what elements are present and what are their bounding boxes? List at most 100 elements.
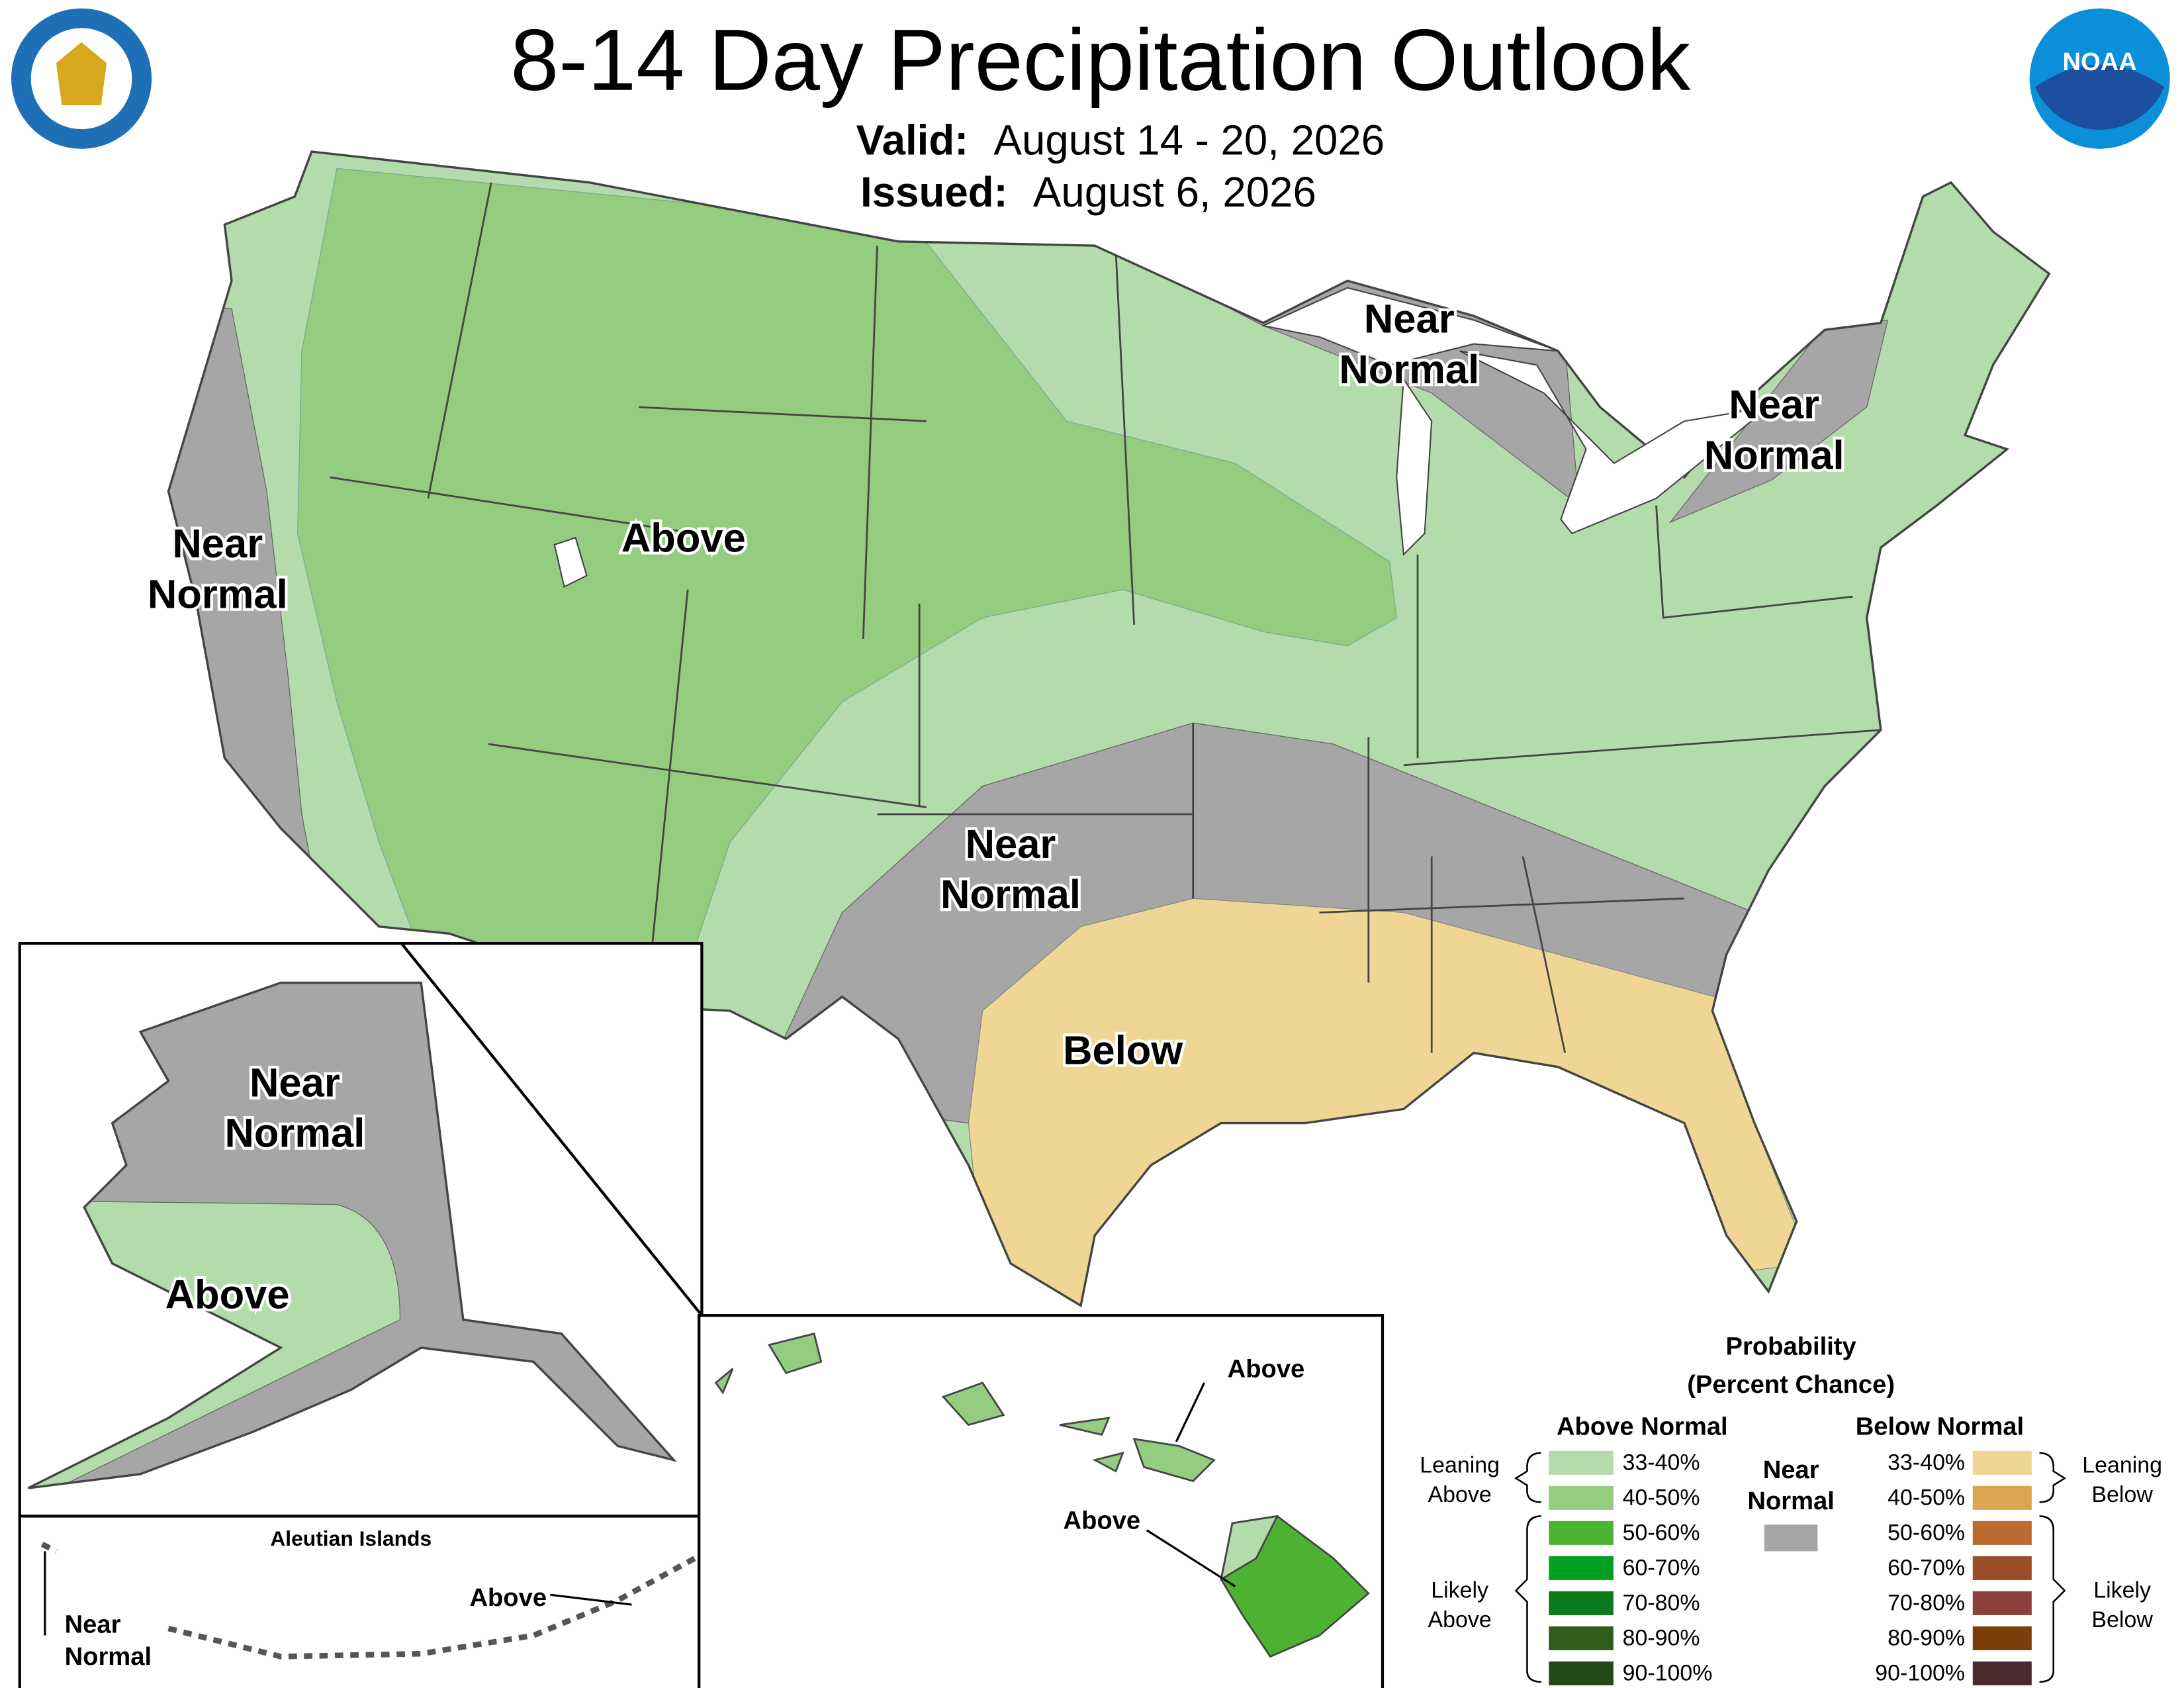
region-label-line: Normal (1339, 347, 1479, 393)
region-label-line: Normal (940, 872, 1081, 917)
noaa-text: NOAA (2063, 48, 2137, 76)
region-label-line: Near (250, 1060, 340, 1105)
legend-above-title: Above Normal (1557, 1412, 1728, 1440)
legend-group-line: Leaning (1420, 1453, 1500, 1478)
legend-swatch (1971, 1449, 2033, 1476)
aleutian-leaders (44, 1551, 632, 1636)
legend-swatch (1547, 1660, 1615, 1687)
legend-swatch (1971, 1624, 2033, 1652)
legend-range: 50-60% (1623, 1520, 1700, 1545)
legend-range: 40-50% (1623, 1485, 1700, 1510)
state-lines (330, 182, 1881, 1053)
great-salt-lake (553, 536, 588, 588)
legend-group-line: Leaning (2082, 1453, 2162, 1478)
legend-range: 90-100% (1875, 1661, 1965, 1686)
seal-emblem (56, 42, 107, 106)
region-label-line: Below (1063, 1028, 1183, 1074)
legend-group: Likely Above (1428, 1577, 1492, 1632)
legend-group: Leaning Above (1420, 1453, 1500, 1508)
region-near-normal-west (168, 280, 326, 941)
legend-below-title: Below Normal (1856, 1412, 2024, 1440)
region-label-line: Near (172, 521, 263, 567)
legend-range: 70-80% (1888, 1591, 1965, 1616)
legend-range: 60-70% (1888, 1555, 1965, 1580)
legend-title-line: Probability (1726, 1333, 1857, 1361)
legend-range: 33-40% (1888, 1450, 1965, 1475)
region-near-normal-northeast (1668, 319, 1889, 524)
noaa-wave (2035, 64, 2165, 130)
region-label-line: Near (1364, 297, 1455, 342)
aleutian-title: Aleutian Islands (270, 1526, 432, 1550)
aleutian-inset (18, 1515, 704, 1688)
legend-group: Likely Below (2091, 1577, 2153, 1632)
region-above-40-50 (297, 167, 1397, 1011)
alaska-outline (27, 981, 677, 1489)
region-label-line: Near (966, 821, 1056, 867)
legend-near-label-line: Near (1763, 1456, 1819, 1484)
region-label: Near Normal (224, 1060, 365, 1156)
legend-swatch (1547, 1554, 1615, 1582)
legend-range: 33-40% (1623, 1450, 1700, 1475)
legend-swatch (1971, 1519, 2033, 1547)
small-label-line: Normal (65, 1642, 152, 1671)
legend-near-label: Near Normal (1747, 1456, 1834, 1515)
small-label: Near Normal (65, 1610, 152, 1671)
region-label: Near Normal (148, 521, 288, 617)
legend-range: 60-70% (1623, 1555, 1700, 1580)
legend-group: Leaning Below (2082, 1453, 2162, 1508)
legend-near-label-line: Normal (1747, 1487, 1834, 1515)
legend-group-line: Likely (1431, 1577, 1488, 1603)
issued-label: Issued: (860, 169, 1008, 216)
legend-swatch (1547, 1449, 1615, 1476)
legend-range: 50-60% (1888, 1520, 1965, 1545)
legend-range: 80-90% (1623, 1626, 1700, 1651)
region-label: Near Normal (1704, 382, 1844, 478)
legend-brackets (1514, 1452, 2067, 1683)
legend-swatch (1971, 1589, 2033, 1617)
region-label: Above (621, 515, 746, 561)
legend-range: 40-50% (1888, 1485, 1965, 1510)
aleutian-islands (40, 1542, 696, 1660)
legend-swatch (1971, 1554, 2033, 1582)
small-label-line: Near (65, 1610, 121, 1638)
legend-title: Probability (Percent Chance) (1687, 1333, 1895, 1399)
region-label-line: Above (621, 515, 746, 561)
legend-swatch (1547, 1589, 1615, 1617)
issued-date: August 6, 2026 (1033, 169, 1316, 216)
hawaii-leaders (1146, 1382, 1236, 1587)
small-label: Above (1228, 1354, 1305, 1383)
valid-label: Valid: (856, 117, 969, 164)
legend-range: 80-90% (1888, 1626, 1965, 1651)
legend-group-line: Likely (2093, 1577, 2151, 1603)
region-label: Above (165, 1272, 290, 1318)
hawaii-islands (714, 1333, 1370, 1658)
region-label: Near Normal (940, 821, 1081, 917)
great-lakes (1261, 287, 1771, 557)
legend-group-line: Below (2091, 1482, 2153, 1507)
region-label-line: Near (1729, 382, 1819, 428)
small-label: Above (469, 1583, 547, 1612)
legend-group-line: Below (2091, 1607, 2153, 1632)
region-label-line: Normal (1704, 432, 1844, 478)
small-label-line: Above (1228, 1354, 1305, 1383)
small-label-line: Above (469, 1583, 547, 1612)
legend-swatch (1971, 1484, 2033, 1511)
title: 8-14 Day Precipitation Outlook (510, 11, 1690, 109)
region-label-line: Normal (224, 1111, 365, 1156)
legend-title-line: (Percent Chance) (1687, 1370, 1895, 1399)
region-label: Below (1063, 1028, 1183, 1074)
region-label-line: Normal (148, 571, 288, 617)
legend-swatch (1547, 1484, 1615, 1511)
legend-swatch (1764, 1524, 1818, 1552)
legend-range: 70-80% (1623, 1591, 1700, 1616)
legend-swatch (1971, 1660, 2033, 1687)
legend-group-line: Above (1428, 1482, 1492, 1507)
legend-range: 90-100% (1623, 1661, 1713, 1686)
region-label-line: Above (165, 1272, 290, 1318)
region-label: Near Normal (1339, 297, 1479, 393)
legend-swatch (1547, 1624, 1615, 1652)
small-label: Above (1064, 1507, 1141, 1535)
small-label-line: Above (1064, 1507, 1141, 1535)
